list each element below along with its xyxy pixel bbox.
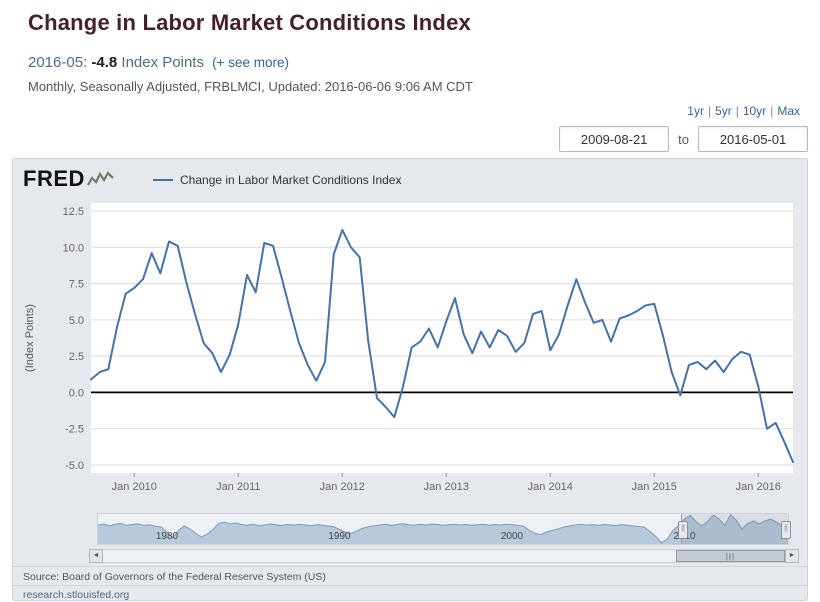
svg-text:5.0: 5.0	[69, 315, 84, 327]
svg-text:-2.5: -2.5	[65, 424, 84, 436]
navigator-svg	[97, 513, 789, 544]
latest-observation: 2016-05: -4.8 Index Points (+ see more)	[28, 54, 289, 71]
svg-text:7.5: 7.5	[69, 279, 84, 291]
fred-logo: FRED	[23, 166, 114, 192]
date-range-to-label: to	[678, 131, 689, 147]
scrollbar-thumb[interactable]	[675, 550, 785, 562]
scrollbar-left-button[interactable]: ◄	[89, 549, 103, 563]
legend-label: Change in Labor Market Conditions Index	[180, 173, 402, 187]
fred-logo-chart-icon	[86, 171, 114, 186]
preset-separator: |	[735, 104, 739, 118]
range-presets: 1yr | 5yr | 10yr | Max	[683, 104, 804, 118]
start-date-input[interactable]	[559, 126, 670, 152]
navigator-handle-right[interactable]	[781, 521, 791, 539]
observation-date: 2016-05:	[28, 54, 88, 71]
legend-line-sample	[153, 179, 173, 181]
svg-text:10.0: 10.0	[63, 242, 84, 254]
chart-legend: Change in Labor Market Conditions Index	[153, 173, 401, 187]
navigator-year-label: 1990	[328, 531, 351, 542]
navigator-selection[interactable]	[678, 514, 791, 544]
site-row: research.stlouisfed.org	[13, 585, 807, 602]
chart-scrollbar: ◄ ►	[89, 549, 799, 563]
preset-max-link[interactable]: Max	[777, 104, 800, 118]
svg-text:Jan 2015: Jan 2015	[632, 481, 677, 493]
svg-text:12.5: 12.5	[63, 206, 84, 218]
svg-text:(Index Points): (Index Points)	[24, 304, 36, 372]
chart-panel: FRED Change in Labor Market Conditions I…	[12, 158, 808, 601]
svg-text:2.5: 2.5	[69, 351, 84, 363]
end-date-input[interactable]	[698, 126, 808, 152]
svg-text:Jan 2016: Jan 2016	[736, 481, 781, 493]
source-row: Source: Board of Governors of the Federa…	[13, 566, 807, 585]
observation-units: Index Points	[121, 54, 204, 71]
main-chart-svg: 12.5 10.0 7.5 5.0 2.5 0.0 -2.5 -5.0 Jan 2010 Jan …	[24, 203, 794, 493]
observation-value: -4.8	[91, 54, 118, 71]
svg-text:Jan 2012: Jan 2012	[320, 481, 365, 493]
preset-separator: |	[770, 104, 774, 118]
navigator-year-label: 1980	[155, 531, 179, 542]
see-more-link[interactable]: (+ see more)	[212, 55, 290, 70]
page-title: Change in Labor Market Conditions Index	[28, 10, 471, 35]
svg-text:0.0: 0.0	[69, 387, 84, 399]
svg-text:-5.0: -5.0	[65, 460, 84, 472]
svg-text:Jan 2010: Jan 2010	[112, 481, 157, 493]
navigator-handle-left[interactable]	[678, 521, 689, 539]
series-meta: Monthly, Seasonally Adjusted, FRBLMCI, U…	[28, 79, 473, 94]
source-text: Source: Board of Governors of the Federa…	[23, 571, 326, 583]
preset-10yr-link[interactable]: 10yr	[742, 104, 767, 118]
date-range-controls: to	[559, 126, 808, 152]
svg-text:Jan 2014: Jan 2014	[528, 481, 573, 493]
fred-logo-text: FRED	[23, 166, 85, 191]
scrollbar-right-button[interactable]: ►	[785, 549, 799, 563]
preset-separator: |	[707, 104, 712, 118]
site-link[interactable]: research.stlouisfed.org	[23, 589, 130, 601]
navigator-year-label: 2000	[500, 531, 524, 542]
svg-text:Jan 2011: Jan 2011	[216, 481, 260, 493]
preset-1yr-link[interactable]: 1yr	[687, 104, 704, 118]
preset-5yr-link[interactable]: 5yr	[715, 104, 732, 118]
scrollbar-track[interactable]	[103, 549, 785, 563]
navigator[interactable]: 1980 1990 2000 2010	[97, 513, 791, 545]
svg-text:Jan 2013: Jan 2013	[424, 481, 469, 493]
